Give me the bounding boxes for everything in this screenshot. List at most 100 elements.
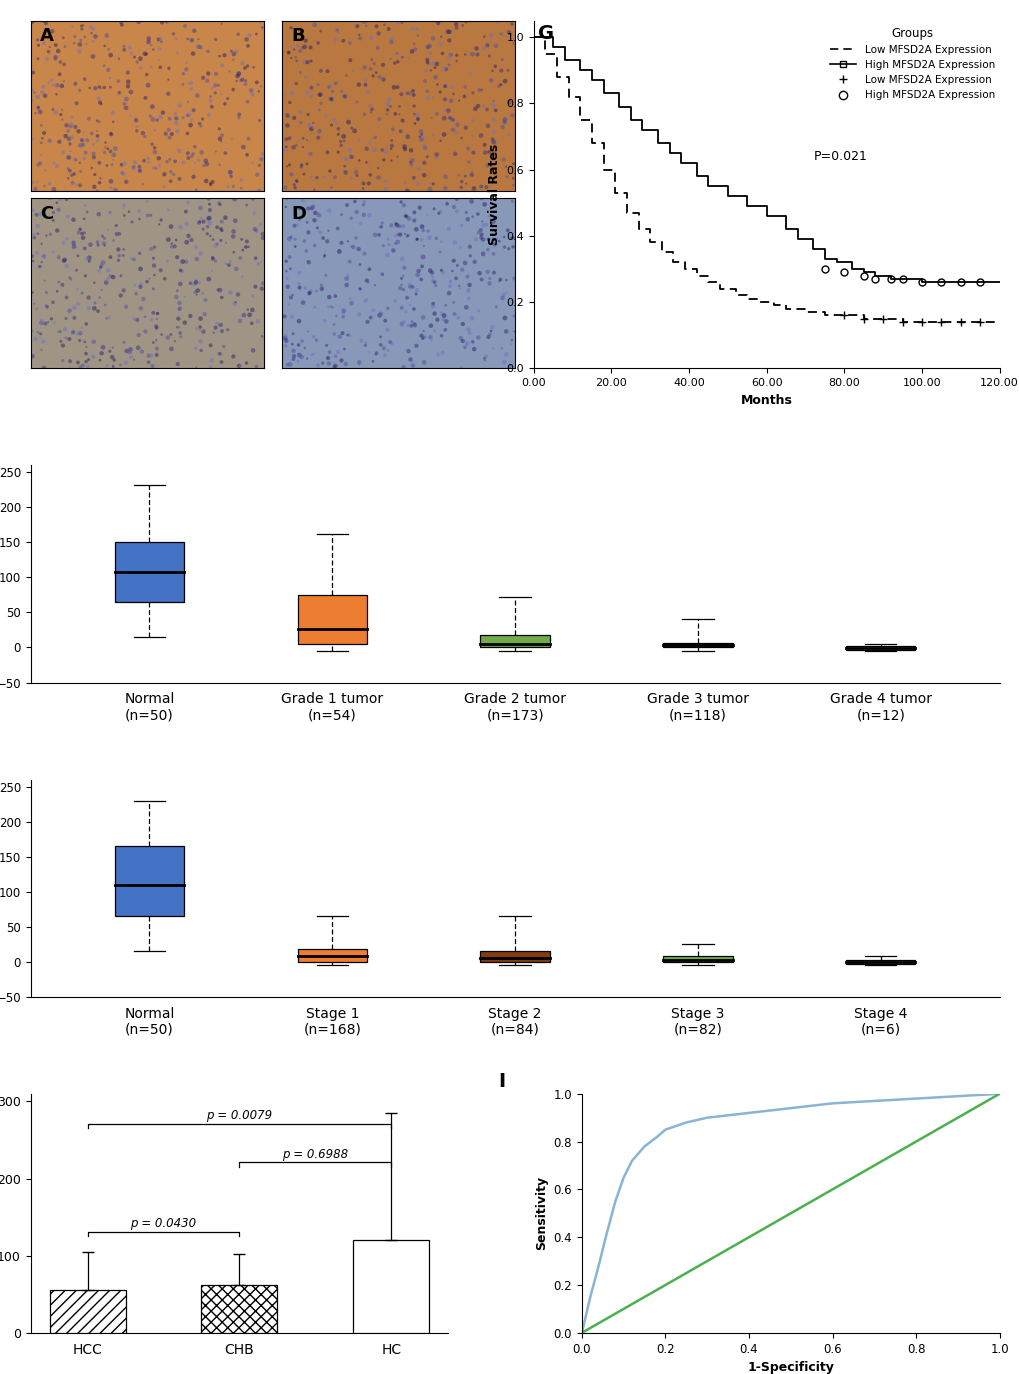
Point [69,352,86,374]
Point [299,81,315,103]
Point [79,356,96,378]
Point [303,49,319,71]
Point [377,177,393,199]
Point [244,312,260,334]
Point [120,70,137,92]
Point [362,58,378,80]
Point [503,104,520,126]
Point [330,341,346,363]
Point [187,179,204,201]
Point [145,38,161,60]
Point [65,322,82,344]
Point [143,238,159,260]
Point [168,113,184,135]
Point [358,151,374,173]
Point [240,128,257,150]
Point [149,338,165,360]
Point [53,103,69,125]
Point [57,36,73,58]
Point [291,276,308,298]
Point [45,202,61,224]
Point [375,148,391,170]
Point [92,349,108,371]
Point [233,169,250,191]
Point [335,302,352,324]
Point [172,260,189,282]
Point [123,247,140,269]
Point [300,198,316,220]
Point [95,337,111,359]
Point [44,21,60,43]
Point [279,104,296,126]
Point [497,320,514,342]
Point [379,297,395,319]
Point [156,176,172,198]
Point [242,304,258,326]
Point [488,228,504,250]
Point [287,47,304,69]
Point [306,179,322,201]
Point [485,91,501,113]
Point [393,273,410,295]
Point [468,37,484,59]
Text: P=0.021: P=0.021 [812,150,866,162]
Point [22,246,39,268]
Point [458,202,474,224]
Point [396,172,413,194]
Point [275,306,291,328]
Point [303,280,319,302]
Point [243,304,259,326]
Point [254,16,270,38]
Bar [353,1241,429,1333]
Point [73,282,90,304]
Point [433,302,449,324]
Point [343,146,360,168]
Point [97,132,113,154]
Point [232,177,249,199]
Point [245,84,261,106]
Point [178,59,195,81]
Point [86,331,102,353]
Point [300,320,316,342]
Point [193,36,209,58]
Point [387,213,404,235]
Point [291,261,308,283]
Point [102,246,118,268]
Point [28,328,44,350]
Point [445,291,462,313]
Point [285,348,302,370]
Bar [114,846,184,916]
Point [410,25,426,47]
Point [423,330,439,352]
Point [420,220,436,242]
Point [343,117,360,139]
Point [424,265,440,287]
Point [415,246,431,268]
Point [422,315,438,337]
Point [278,260,294,282]
Point [255,272,271,294]
Point [328,305,344,327]
Point [404,18,420,40]
Point [469,44,485,66]
Point [77,265,94,287]
Point [416,164,432,185]
Point [229,23,246,45]
Point [66,306,83,328]
Point [48,84,64,106]
Point [118,295,135,317]
Point [46,179,62,201]
Point [94,254,110,276]
Point [58,287,74,309]
Bar [845,960,915,963]
Point [422,59,438,81]
Point [321,87,337,109]
Point [151,38,167,60]
Point [476,26,492,48]
Point [174,261,191,283]
Point [100,38,116,60]
Point [496,111,513,133]
Point [115,245,131,267]
Point [69,245,86,267]
Point [95,251,111,273]
